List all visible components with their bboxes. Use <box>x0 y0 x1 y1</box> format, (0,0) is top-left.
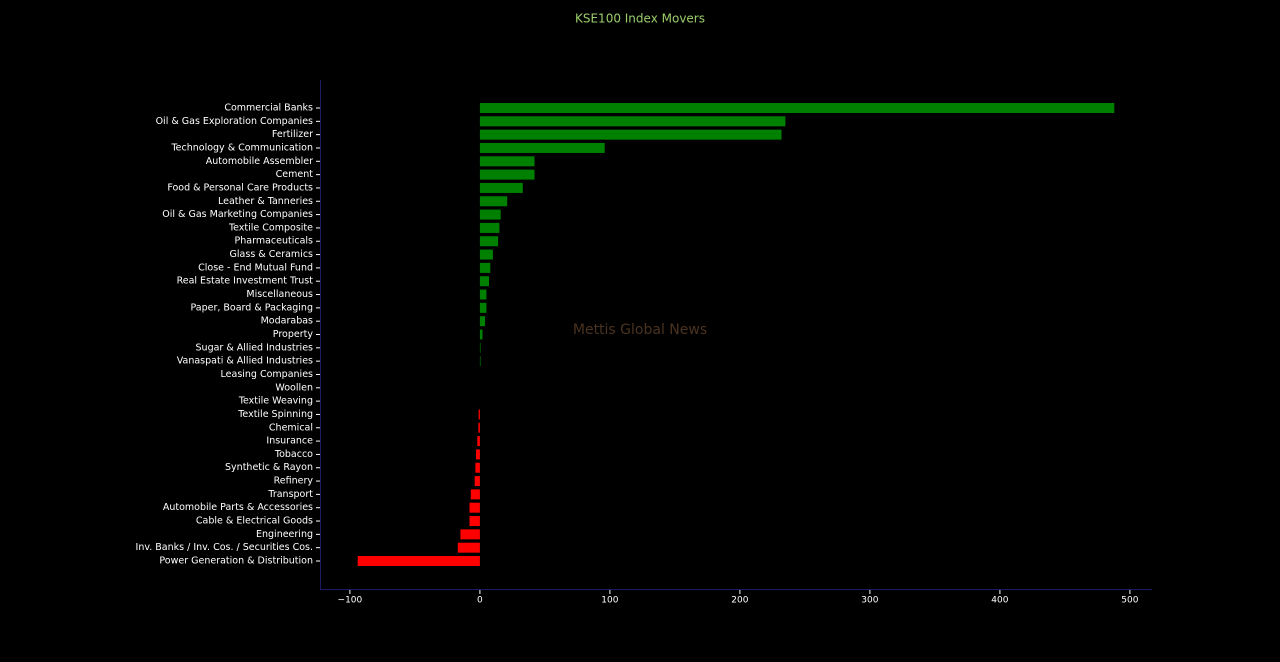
y-tick-label: Oil & Gas Marketing Companies <box>162 209 313 220</box>
bar <box>478 422 480 433</box>
y-tick-label: Cement <box>276 169 314 180</box>
bar <box>475 462 480 473</box>
y-tick-label: Transport <box>267 489 313 500</box>
bar <box>479 249 493 260</box>
bar <box>479 103 1115 113</box>
x-tick-label: 100 <box>601 596 618 606</box>
bar <box>479 129 782 140</box>
x-tick-label: 500 <box>1121 596 1138 606</box>
x-tick-label: 200 <box>731 596 748 606</box>
y-tick-label: Paper, Board & Packaging <box>190 302 313 313</box>
y-tick-label: Leasing Companies <box>221 369 314 380</box>
y-tick-label: Insurance <box>266 436 313 447</box>
y-tick-label: Food & Personal Care Products <box>167 182 313 193</box>
y-tick-label: Refinery <box>274 476 314 487</box>
bar <box>469 502 480 513</box>
y-tick-label: Fertilizer <box>272 129 313 140</box>
bar <box>479 342 481 353</box>
y-tick-label: Synthetic & Rayon <box>225 462 313 473</box>
x-tick-label: 300 <box>861 596 878 606</box>
bar <box>479 142 605 153</box>
y-tick-label: Glass & Ceramics <box>230 249 313 260</box>
y-tick-label: Real Estate Investment Trust <box>177 276 314 287</box>
y-tick-label: Commercial Banks <box>224 103 313 114</box>
x-tick-label: −100 <box>338 596 363 606</box>
bar <box>469 516 480 527</box>
bar <box>479 302 487 313</box>
bar <box>479 156 535 167</box>
bar <box>479 329 483 340</box>
bar <box>479 262 491 273</box>
y-tick-label: Tobacco <box>274 449 313 460</box>
watermark: Mettis Global News <box>573 322 707 338</box>
bar <box>460 529 480 540</box>
bar <box>479 356 481 367</box>
y-tick-label: Pharmaceuticals <box>235 236 314 247</box>
y-tick-label: Leather & Tanneries <box>218 196 313 207</box>
bar <box>476 449 480 460</box>
y-tick-label: Close - End Mutual Fund <box>198 262 313 273</box>
y-tick-label: Automobile Parts & Accessories <box>163 502 313 513</box>
bar <box>479 169 535 180</box>
y-tick-label: Oil & Gas Exploration Companies <box>156 116 313 127</box>
x-tick-label: 400 <box>991 596 1008 606</box>
bar <box>477 436 480 447</box>
y-tick-label: Automobile Assembler <box>206 156 313 167</box>
bar <box>479 222 500 233</box>
y-tick-label: Vanaspati & Allied Industries <box>177 356 313 367</box>
bar <box>479 276 489 287</box>
bar <box>479 209 501 220</box>
bar <box>479 316 486 327</box>
y-tick-label: Sugar & Allied Industries <box>196 342 314 353</box>
bar <box>479 116 786 127</box>
y-tick-label: Chemical <box>269 422 313 433</box>
y-tick-label: Textile Spinning <box>237 409 313 420</box>
y-tick-label: Engineering <box>256 529 313 540</box>
bar <box>470 489 480 500</box>
y-tick-label: Inv. Banks / Inv. Cos. / Securities Cos. <box>136 542 313 553</box>
y-tick-label: Cable & Electrical Goods <box>196 516 313 527</box>
x-tick-label: 0 <box>477 596 483 606</box>
bar <box>474 476 480 487</box>
bar <box>479 289 487 300</box>
bar <box>479 182 523 193</box>
y-tick-label: Textile Weaving <box>238 396 313 407</box>
y-tick-label: Textile Composite <box>228 222 313 233</box>
y-tick-label: Miscellaneous <box>246 289 313 300</box>
y-tick-label: Modarabas <box>261 316 313 327</box>
chart-title: KSE100 Index Movers <box>575 12 705 26</box>
y-tick-label: Power Generation & Distribution <box>159 556 313 567</box>
bar <box>457 542 480 553</box>
y-tick-label: Property <box>273 329 314 340</box>
bar <box>479 196 508 207</box>
bar <box>478 409 480 420</box>
y-tick-label: Technology & Communication <box>170 142 313 153</box>
bar <box>357 556 480 566</box>
y-tick-label: Woollen <box>275 382 313 393</box>
bar <box>479 236 499 247</box>
